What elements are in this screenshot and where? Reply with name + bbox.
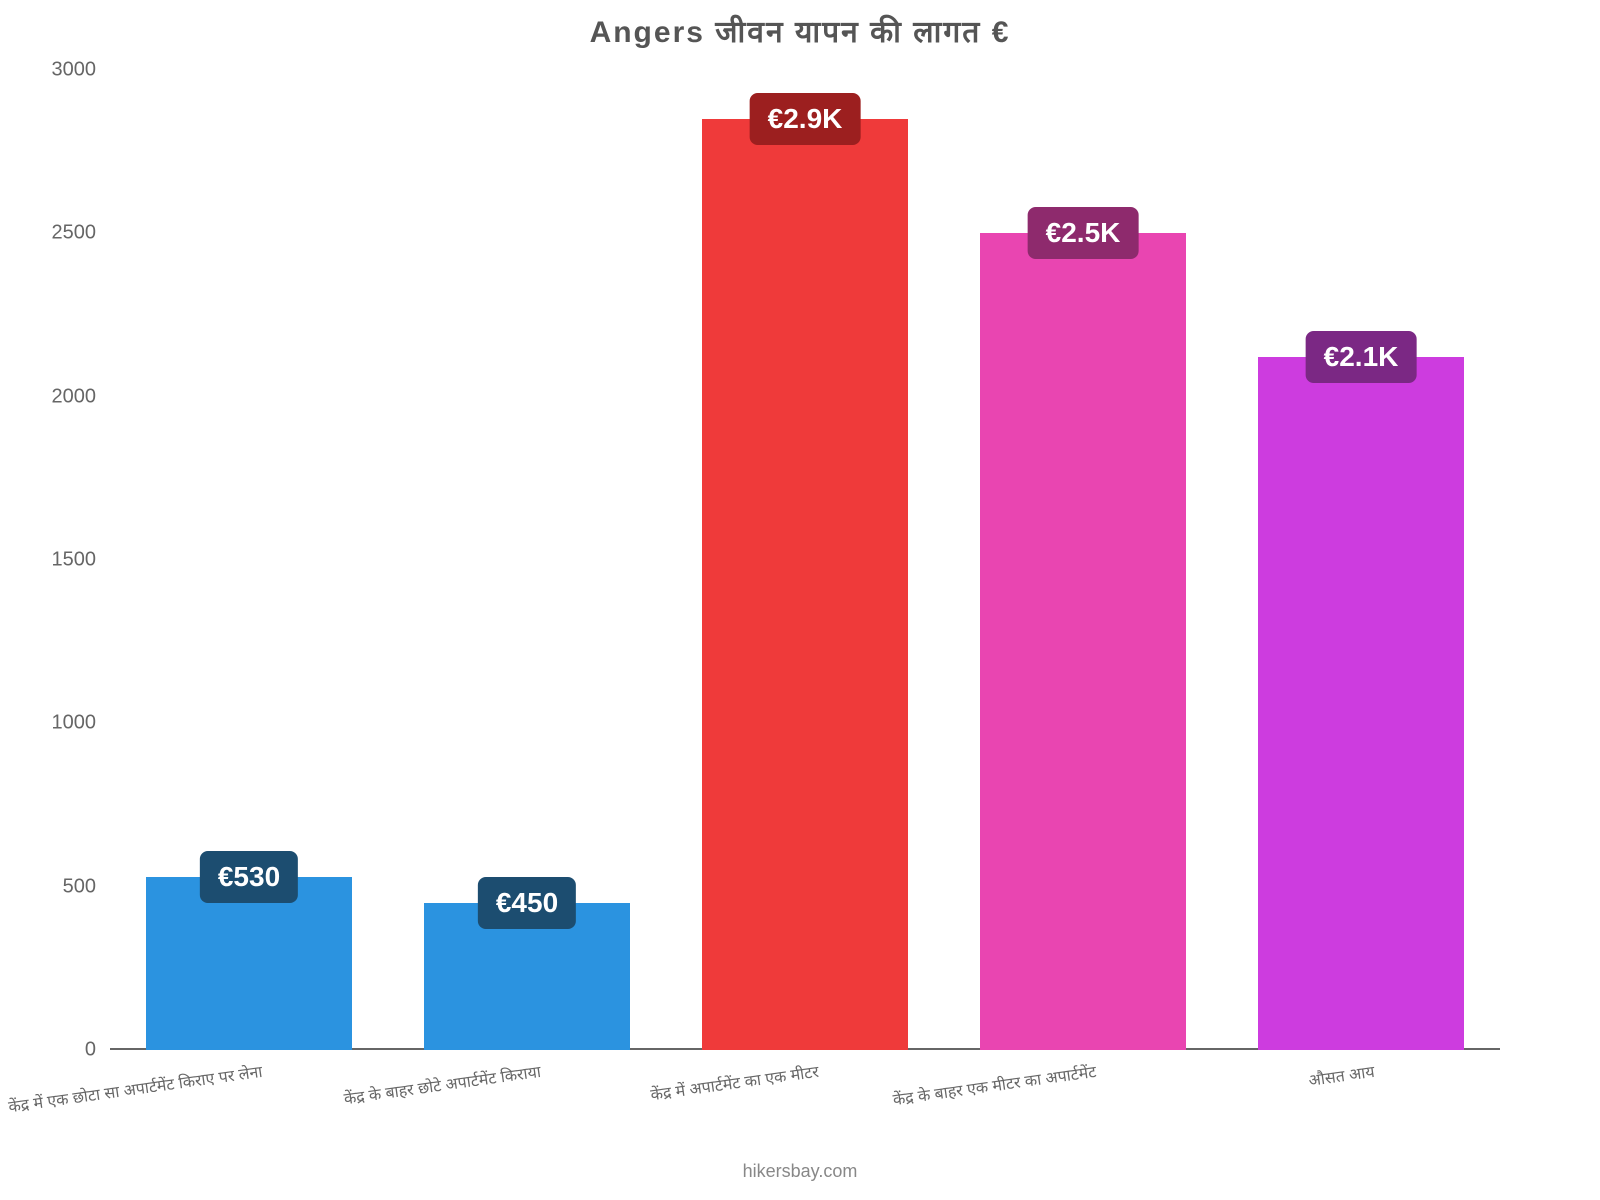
value-badge: €2.5K [1028,207,1139,259]
xtick-label: केंद्र के बाहर छोटे अपार्टमेंट किराया [340,1050,541,1109]
ytick-label: 500 [63,875,110,898]
ytick-label: 1000 [52,712,111,735]
ytick-label: 1500 [52,549,111,572]
bar [980,233,1186,1050]
ytick-label: 2500 [52,222,111,245]
ytick-label: 2000 [52,385,111,408]
value-badge: €450 [478,877,576,929]
xtick-label: केंद्र में अपार्टमेंट का एक मीटर [647,1050,819,1105]
value-badge: €2.9K [750,93,861,145]
value-badge: €530 [200,851,298,903]
ytick-label: 3000 [52,59,111,82]
bar [1258,357,1464,1050]
chart-footer: hikersbay.com [0,1161,1600,1182]
xtick-label: केंद्र के बाहर एक मीटर का अपार्टमेंट [890,1050,1098,1110]
plot-area: 050010001500200025003000€530केंद्र में ए… [110,70,1500,1050]
xtick-label: औसत आय [1306,1050,1376,1091]
bar [702,119,908,1050]
ytick-label: 0 [85,1039,110,1062]
chart-stage: Angers जीवन यापन की लागत € 0500100015002… [0,0,1600,1200]
value-badge: €2.1K [1306,331,1417,383]
chart-title: Angers जीवन यापन की लागत € [0,10,1600,51]
xtick-label: केंद्र में एक छोटा सा अपार्टमेंट किराए प… [6,1050,264,1117]
